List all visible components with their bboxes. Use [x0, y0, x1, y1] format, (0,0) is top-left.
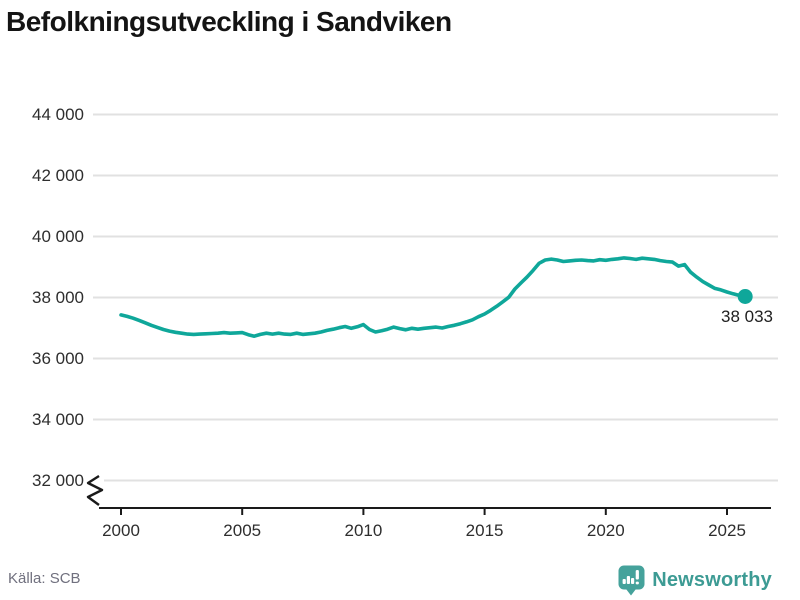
x-tick-label: 2025: [708, 521, 746, 540]
last-value-label: 38 033: [721, 307, 773, 326]
population-line-chart: 44 000 42 000 40 000 38 000 36 000 34 000 32 0…: [32, 105, 778, 540]
axis-break-squiggle: [86, 474, 104, 506]
y-tick-label: 32 000: [32, 471, 84, 490]
x-tick-label: 2010: [344, 521, 382, 540]
chart-title: Befolkningsutveckling i Sandviken: [6, 6, 452, 37]
y-tick-label: 40 000: [32, 227, 84, 246]
newsworthy-brand: Newsworthy: [618, 563, 772, 597]
source-credit: Källa: SCB: [8, 570, 81, 587]
x-tick-label: 2020: [587, 521, 625, 540]
last-point-marker: [737, 288, 753, 304]
x-tick-label: 2005: [223, 521, 261, 540]
newsworthy-speech-bubble-bar-chart-icon: [618, 565, 645, 596]
y-tick-label: 38 000: [32, 288, 84, 307]
y-tick-label: 42 000: [32, 166, 84, 185]
x-tick-label: 2015: [466, 521, 504, 540]
newsworthy-wordmark: Newsworthy: [652, 568, 772, 591]
y-tick-label: 34 000: [32, 410, 84, 429]
y-tick-label: 44 000: [32, 105, 84, 124]
x-tick-label: 2000: [102, 521, 140, 540]
y-tick-label: 36 000: [32, 349, 84, 368]
population-line-series: [119, 256, 747, 338]
